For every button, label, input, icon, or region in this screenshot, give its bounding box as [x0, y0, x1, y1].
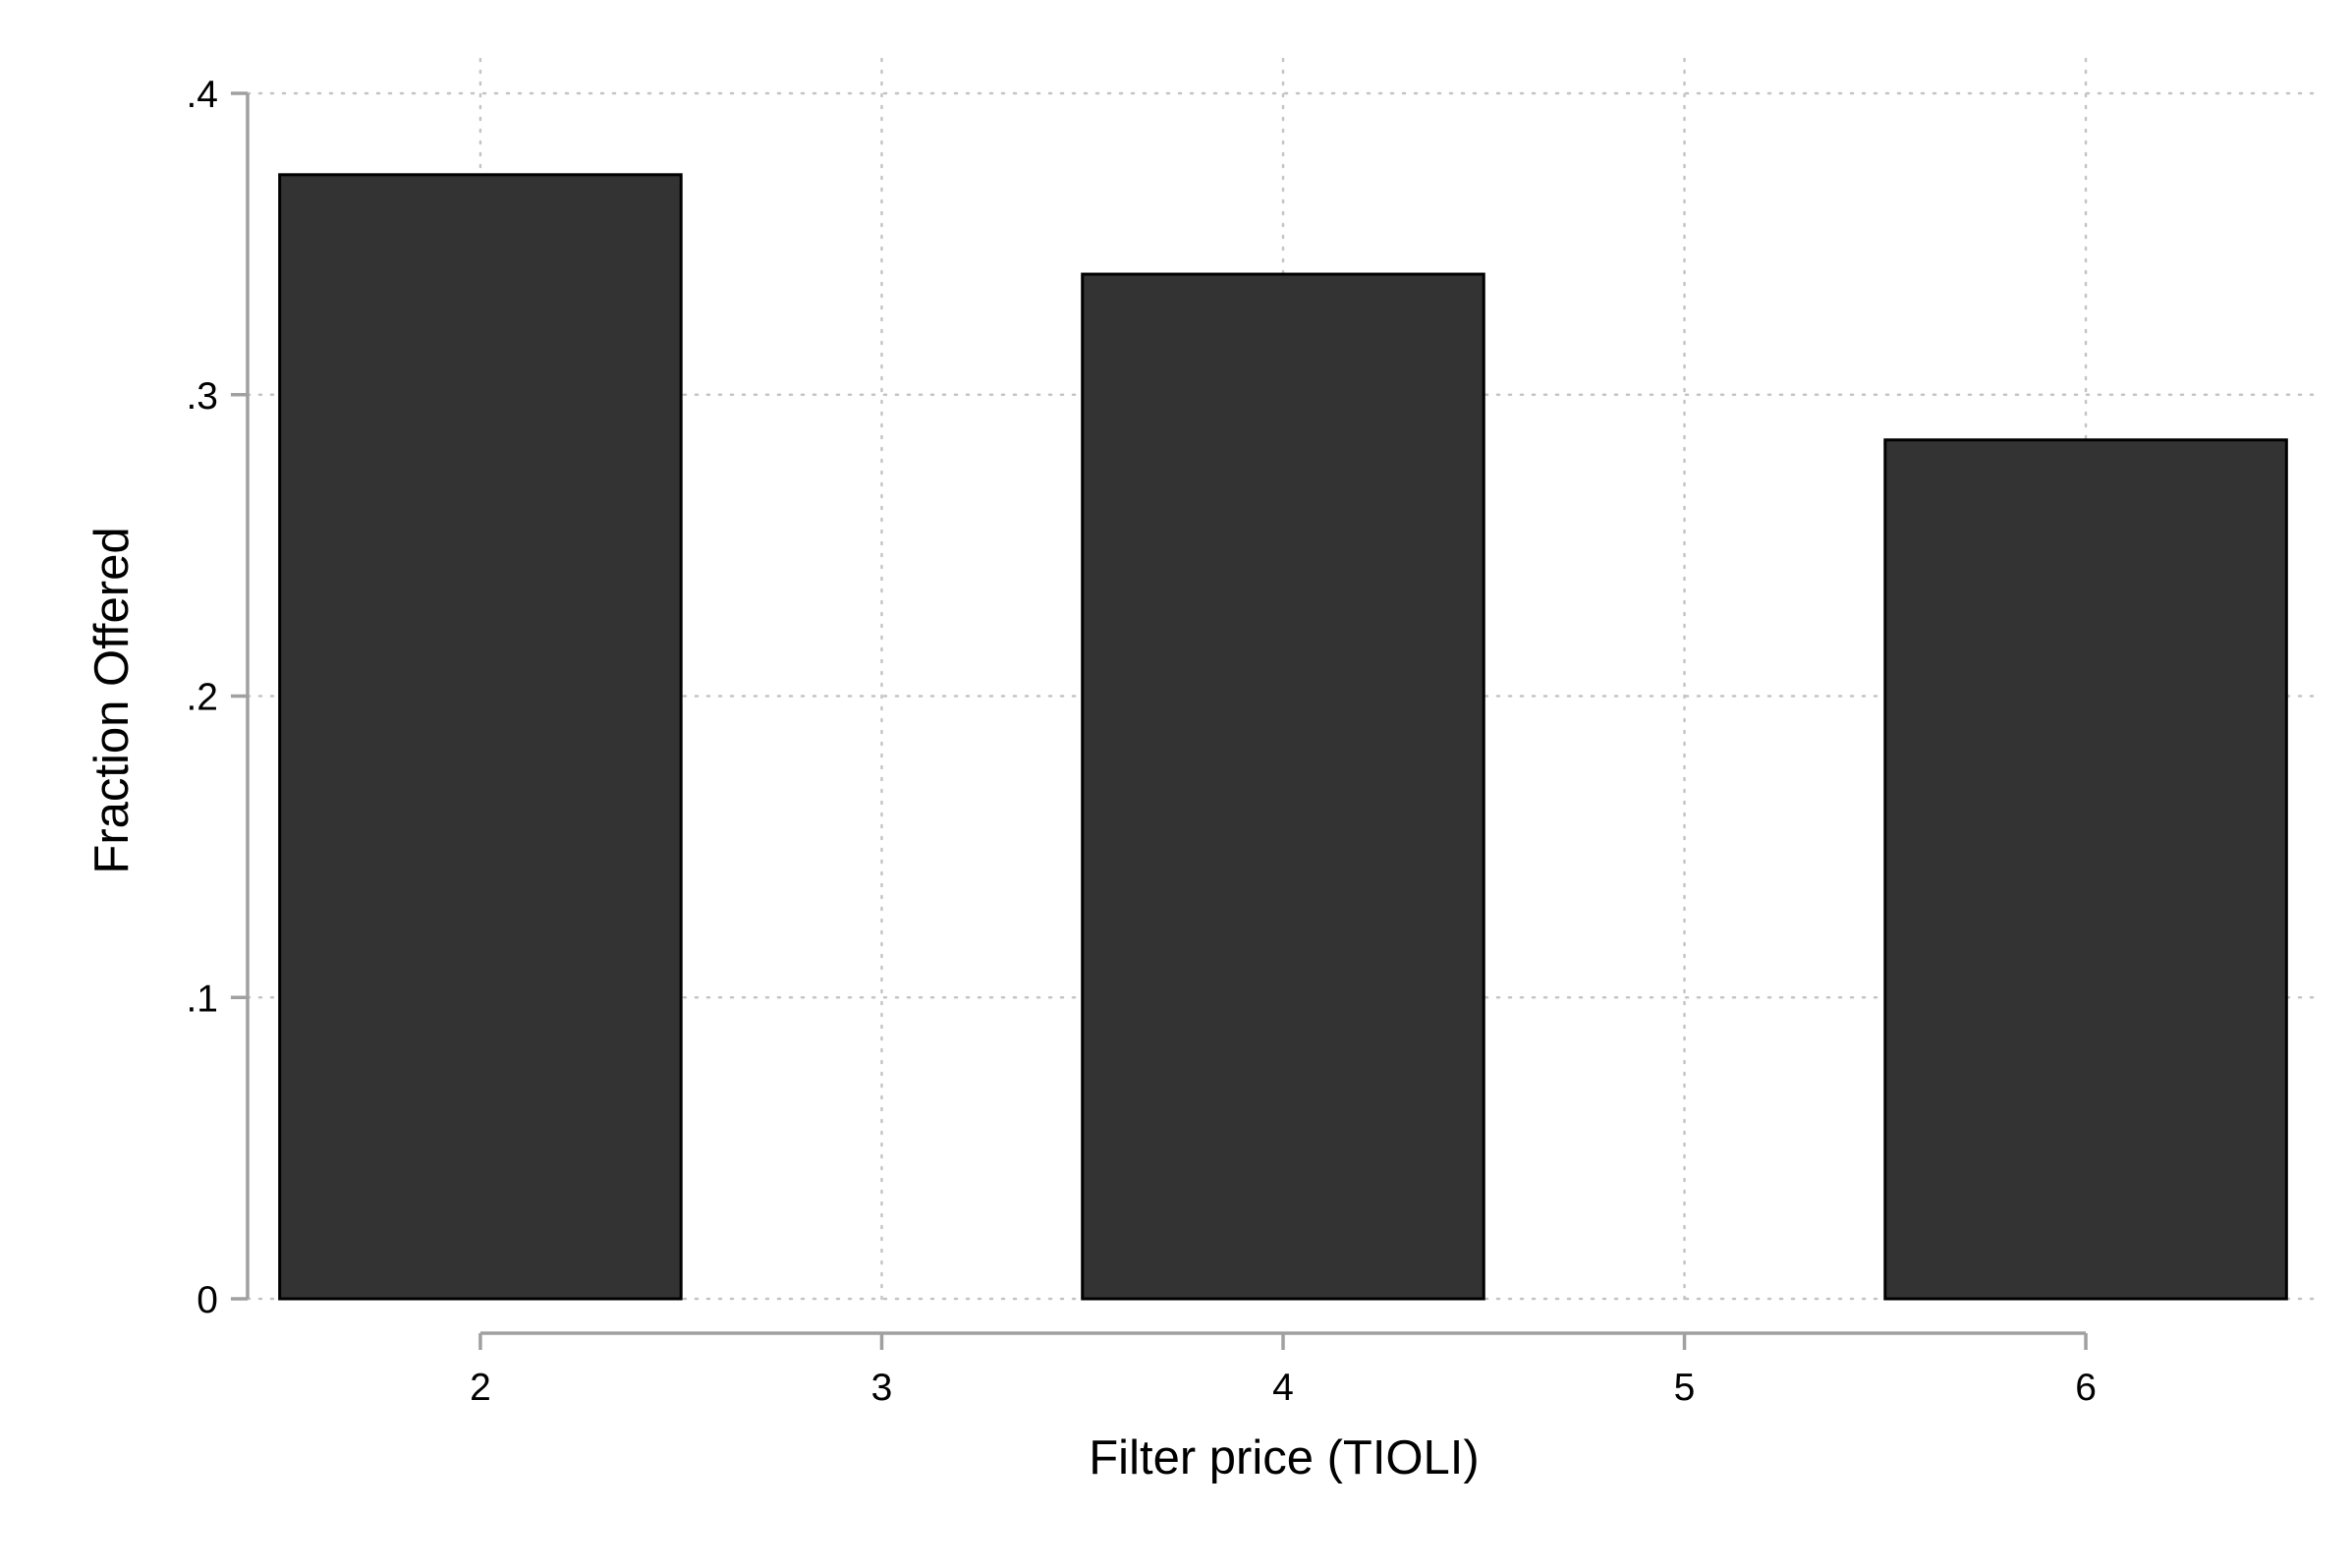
- y-axis-title: Fraction Offered: [85, 527, 139, 873]
- bar-6: [1883, 438, 2288, 1301]
- x-tick-label-2: 4: [1272, 1367, 1294, 1409]
- x-tick-label-1: 3: [871, 1367, 893, 1409]
- bar-4: [1081, 272, 1485, 1301]
- x-tick-label-0: 2: [470, 1367, 491, 1409]
- x-axis-title: Filter price (TIOLI): [1089, 1431, 1479, 1484]
- y-tick-label-0: 0: [196, 1279, 218, 1321]
- bars: [278, 173, 2288, 1301]
- y-tick-label-4: .4: [186, 74, 218, 116]
- x-tick-label-3: 5: [1674, 1367, 1696, 1409]
- y-tick-label-1: .1: [186, 978, 218, 1020]
- y-tick-label-2: .2: [186, 677, 218, 719]
- x-tick-label-4: 6: [2075, 1367, 2097, 1409]
- axes: 0 .1 .2 .3 .4 2 3 4 5 6: [186, 74, 2096, 1409]
- bar-2: [278, 173, 683, 1301]
- y-tick-label-3: .3: [186, 375, 218, 418]
